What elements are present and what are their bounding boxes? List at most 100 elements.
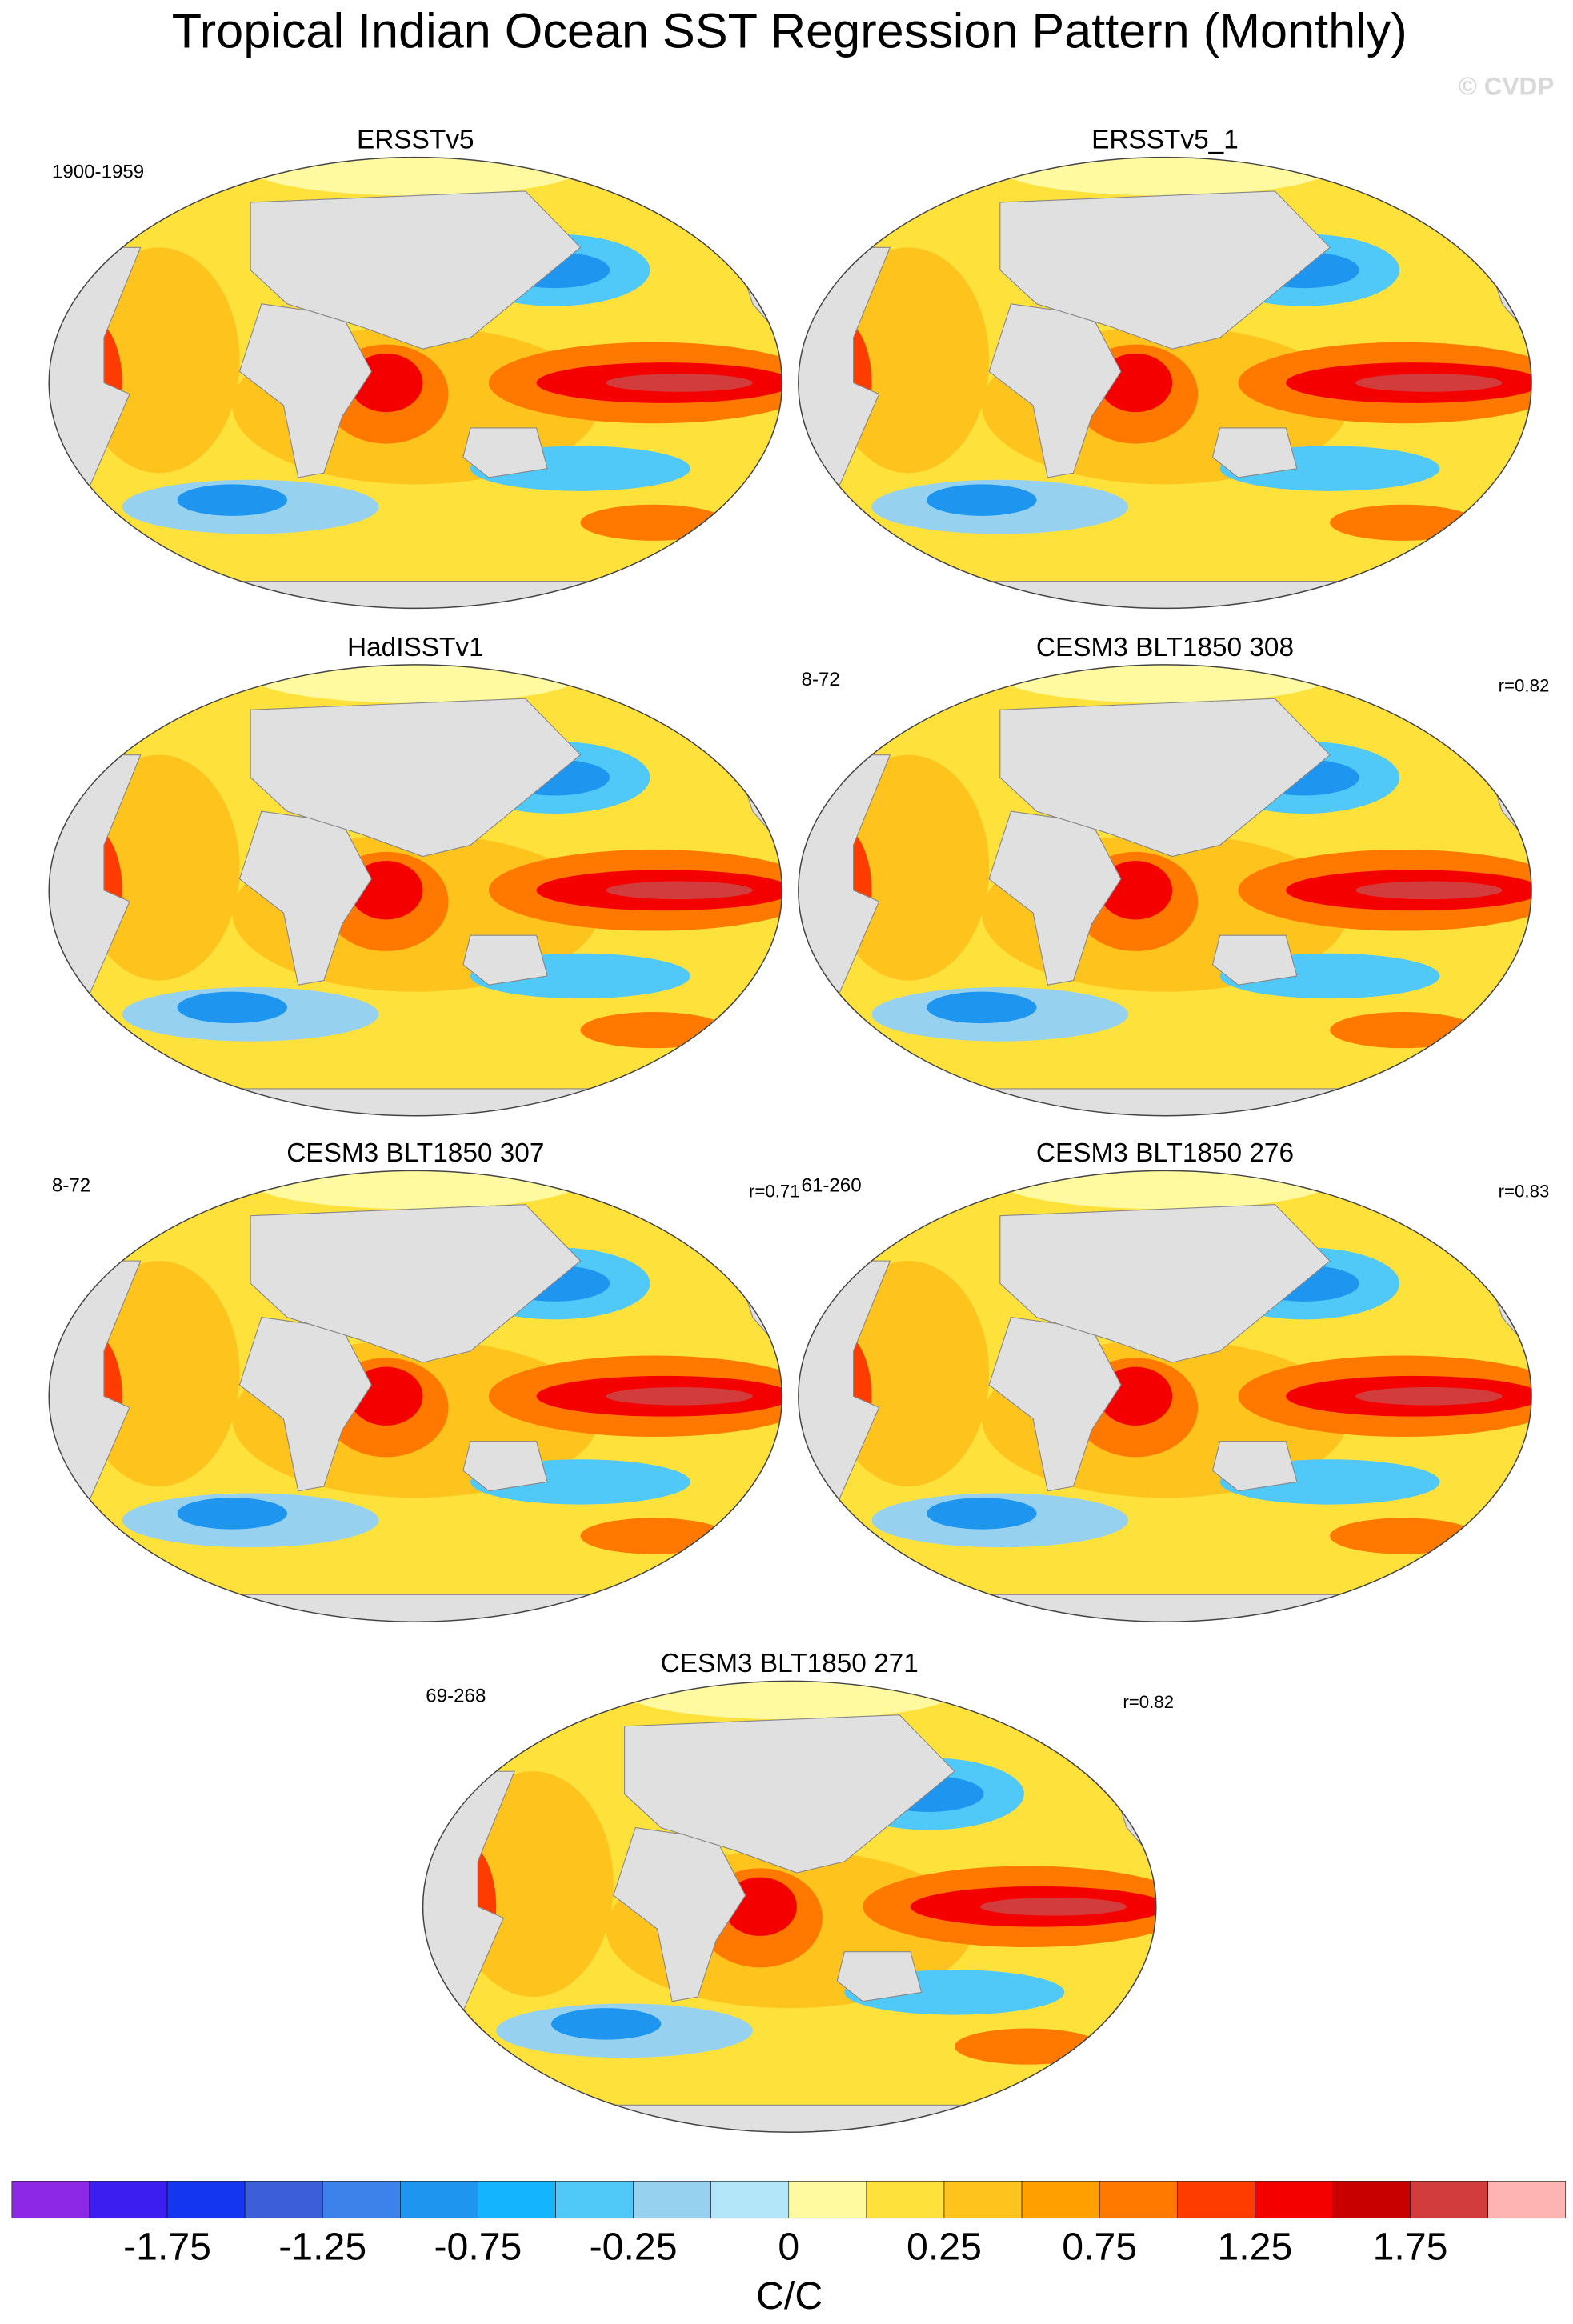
anomaly <box>580 1518 727 1554</box>
map-panel: ERSSTv5 1900-1959 <box>48 125 783 610</box>
land <box>250 1204 582 1363</box>
land <box>999 1204 1331 1363</box>
map-border <box>48 664 783 1117</box>
anomaly <box>606 1386 753 1406</box>
anomaly <box>1355 1386 1503 1406</box>
land <box>836 1951 923 2002</box>
anomaly <box>606 881 753 900</box>
anomaly <box>1355 881 1503 900</box>
land <box>624 1714 955 1874</box>
colorbar-tick-label: 0.25 <box>907 2226 982 2269</box>
colorbar-box <box>11 2181 90 2219</box>
colorbar-box <box>943 2181 1023 2219</box>
panel-title: ERSSTv5 <box>357 125 474 154</box>
panel-title: CESM3 BLT1850 307 <box>286 1138 544 1168</box>
map-panel: ERSSTv5_1 <box>798 125 1532 610</box>
anomaly <box>979 1898 1127 1916</box>
panel-correlation: r=0.71 <box>749 1182 800 1202</box>
panel-period: 8-72 <box>52 1174 90 1196</box>
map-border <box>48 1170 783 1622</box>
colorbar-box <box>1176 2181 1255 2219</box>
anomaly <box>999 157 1331 196</box>
map-panel: HadISSTv1 <box>48 633 783 1117</box>
anomaly <box>606 374 753 392</box>
colorbar-box <box>89 2181 168 2219</box>
anomaly <box>999 1170 1331 1210</box>
land <box>999 190 1331 350</box>
land <box>999 698 1331 858</box>
land <box>1211 1441 1298 1492</box>
land <box>943 1088 1387 1116</box>
anomaly <box>250 664 581 703</box>
panel-title: CESM3 BLT1850 308 <box>1036 633 1294 662</box>
land <box>988 1316 1122 1492</box>
anomaly <box>1355 374 1503 392</box>
map-field <box>422 1681 1156 2133</box>
panel-correlation: r=0.82 <box>1123 1692 1174 1712</box>
panel-correlation: r=0.82 <box>1499 675 1550 695</box>
colorbar-box <box>555 2181 634 2219</box>
panel-period: 61-260 <box>802 1174 862 1196</box>
colorbar-tick-label: -1.25 <box>278 2226 366 2269</box>
panel-title: CESM3 BLT1850 276 <box>1036 1138 1294 1168</box>
land <box>194 1088 637 1116</box>
anomaly <box>177 991 287 1024</box>
map-border <box>798 156 1532 610</box>
colorbar-box <box>1021 2181 1100 2219</box>
anomaly <box>250 157 581 196</box>
colorbar-tick-label: -0.75 <box>434 2226 522 2269</box>
colorbar-box <box>710 2181 790 2219</box>
colorbar-box <box>322 2181 401 2219</box>
panel-period: 69-268 <box>426 1685 486 1706</box>
colorbar-box <box>244 2181 323 2219</box>
land <box>988 303 1122 478</box>
anomaly <box>1330 1012 1477 1049</box>
panel-period: 1900-1959 <box>52 162 144 183</box>
watermark: © CVDP <box>1459 72 1555 101</box>
colorbar-box <box>478 2181 556 2219</box>
anomaly <box>177 1498 287 1530</box>
panel-title: ERSSTv5_1 <box>1091 125 1239 154</box>
anomaly <box>1330 504 1477 541</box>
panel-correlation: r=0.83 <box>1499 1182 1550 1202</box>
map-field <box>798 664 1532 1116</box>
map-field <box>798 1170 1532 1622</box>
land <box>943 1594 1387 1622</box>
anomaly <box>927 484 1037 516</box>
land <box>238 303 372 478</box>
map-field <box>49 157 782 609</box>
map-field <box>798 157 1532 609</box>
map-border <box>798 664 1532 1117</box>
land <box>1211 427 1298 478</box>
anomaly <box>1330 1518 1477 1554</box>
land <box>238 810 372 986</box>
anomaly <box>580 1012 727 1049</box>
colorbar-tick-label: 1.75 <box>1373 2226 1448 2269</box>
anomaly <box>580 504 727 541</box>
colorbar-box <box>1332 2181 1411 2219</box>
colorbar-tick-label: -1.75 <box>123 2226 211 2269</box>
panel-title: CESM3 BLT1850 271 <box>661 1649 919 1678</box>
anomaly <box>927 1498 1037 1530</box>
land <box>238 1316 372 1492</box>
colorbar-tick-label: 0 <box>778 2226 799 2269</box>
land <box>613 1826 746 2002</box>
colorbar-box <box>400 2181 478 2219</box>
land <box>462 1441 548 1492</box>
colorbar-box <box>1487 2181 1567 2219</box>
map-panel: CESM3 BLT1850 271 69-268 r=0.82 <box>422 1649 1174 2133</box>
land <box>943 581 1387 609</box>
anomaly <box>624 1681 955 1720</box>
colorbar-tick-label: 1.25 <box>1217 2226 1292 2269</box>
land <box>462 427 548 478</box>
map-border <box>798 1170 1532 1622</box>
colorbar-box <box>1410 2181 1488 2219</box>
land <box>250 698 582 858</box>
map-field <box>49 1170 782 1622</box>
map-panel: CESM3 BLT1850 276 61-260 r=0.83 <box>798 1138 1550 1622</box>
colorbar-box <box>1255 2181 1333 2219</box>
panel-title: HadISSTv1 <box>347 633 484 662</box>
colorbar-tick-label: 0.75 <box>1062 2226 1137 2269</box>
map-border <box>422 1680 1157 2133</box>
